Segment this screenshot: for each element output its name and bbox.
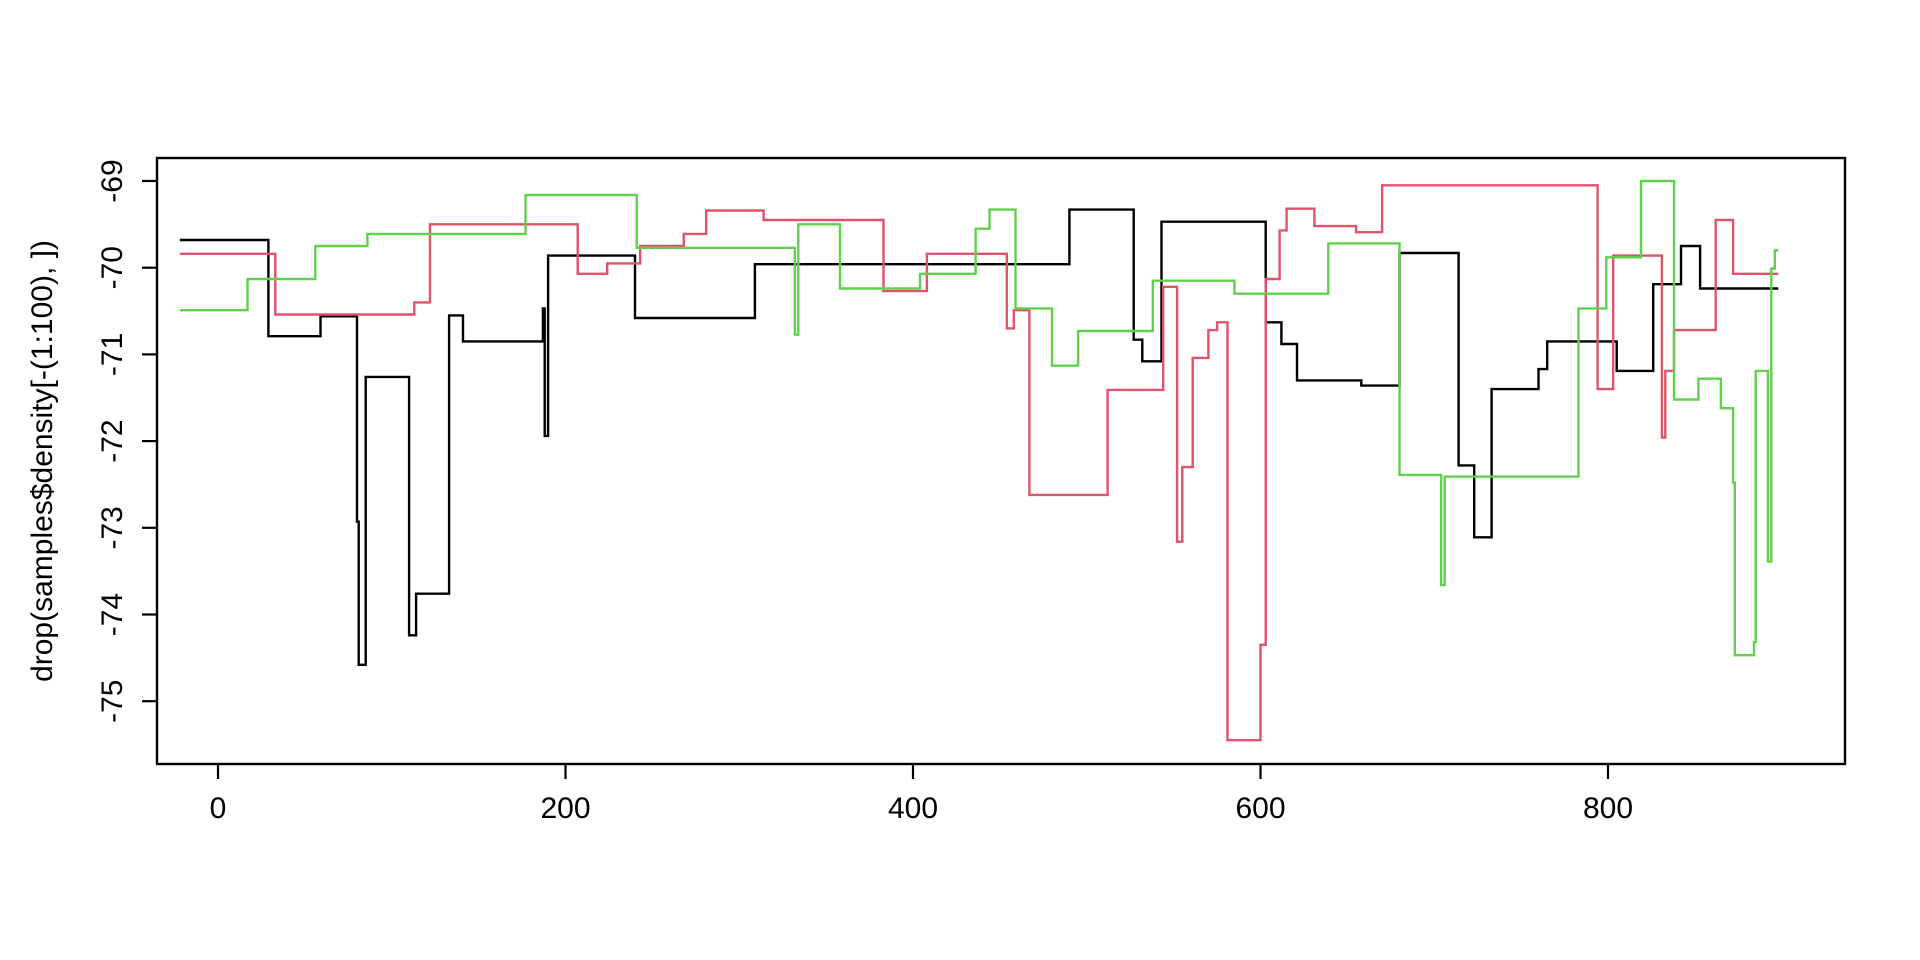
y-tick-label: -74	[96, 593, 129, 636]
plot-frame	[155, 156, 1847, 766]
x-tick-label: 200	[540, 792, 590, 825]
y-tick-label: -70	[96, 246, 129, 289]
series-path-chain-3	[179, 179, 1779, 657]
y-axis-title: drop(samples$density[-(1:100), ])	[26, 240, 59, 682]
y-tick-label: -71	[96, 333, 129, 376]
x-tick-label: 600	[1235, 792, 1285, 825]
y-tick-label: -75	[96, 680, 129, 723]
y-tick-label: -69	[96, 159, 129, 202]
y-tick-label: -73	[96, 506, 129, 549]
series-path-chain-2	[179, 184, 1779, 742]
x-tick-label: 0	[210, 792, 227, 825]
y-tick-label: -72	[96, 419, 129, 462]
x-tick-label: 800	[1583, 792, 1633, 825]
x-tick-label: 400	[888, 792, 938, 825]
series-path-chain-1	[179, 208, 1779, 666]
